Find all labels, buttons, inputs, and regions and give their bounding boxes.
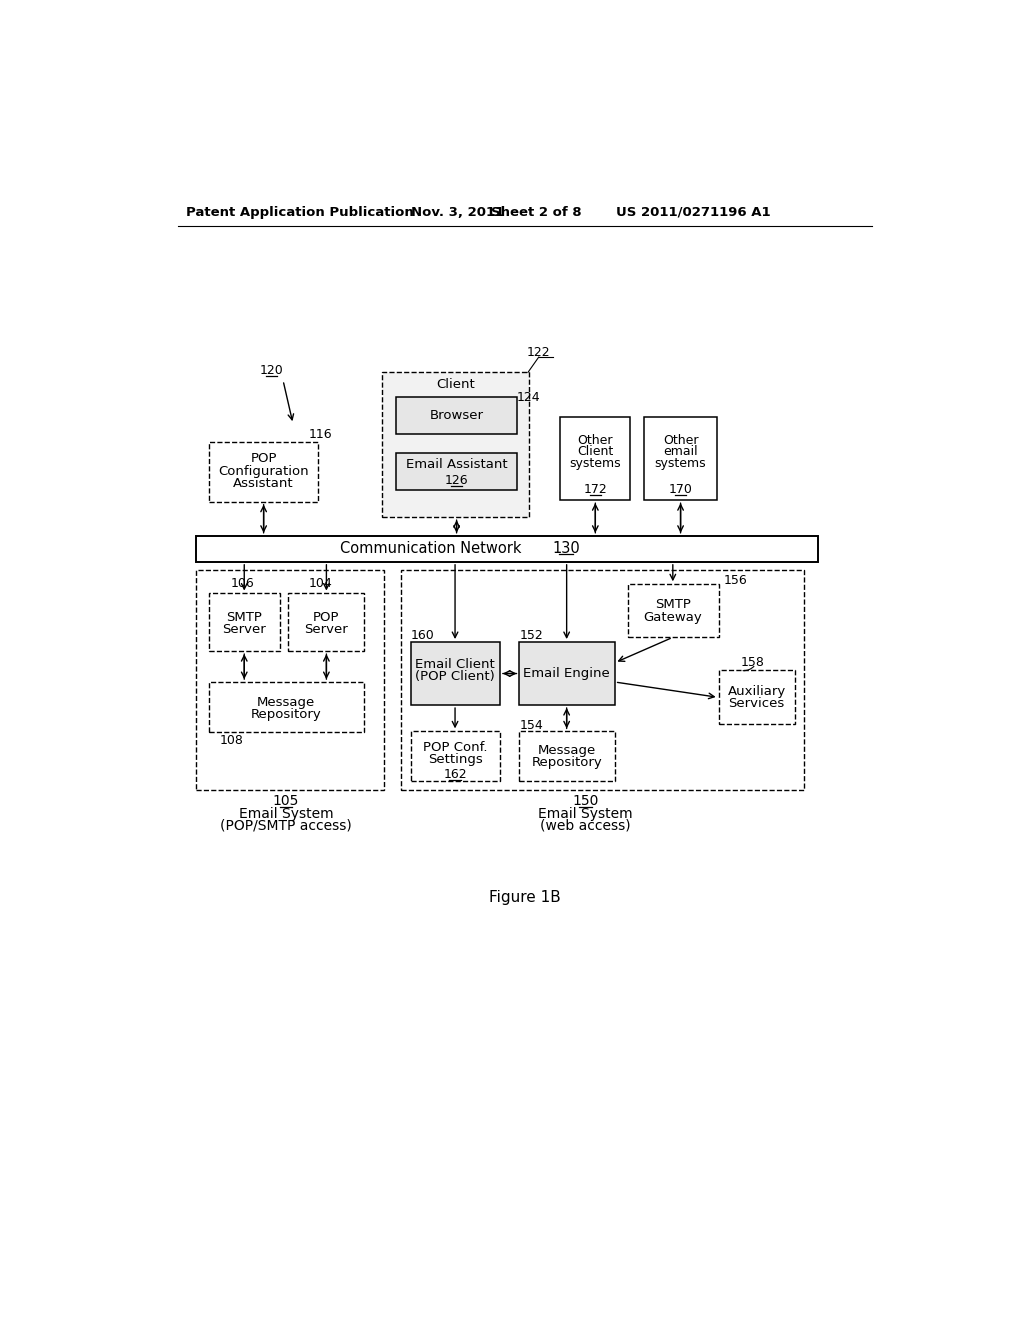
Text: (web access): (web access): [540, 818, 631, 833]
Text: POP: POP: [313, 611, 340, 624]
Text: Browser: Browser: [430, 409, 483, 422]
Bar: [719, 671, 795, 725]
Text: Message: Message: [538, 744, 596, 758]
Text: 108: 108: [219, 734, 244, 747]
Text: Settings: Settings: [428, 754, 482, 767]
Text: Auxiliary: Auxiliary: [727, 685, 785, 698]
Text: 162: 162: [443, 768, 467, 781]
Text: 105: 105: [273, 795, 299, 808]
Bar: [197, 536, 818, 562]
Text: systems: systems: [569, 457, 622, 470]
Bar: [209, 594, 280, 651]
Text: Email Client: Email Client: [415, 657, 495, 671]
Bar: [382, 372, 529, 517]
Text: 120: 120: [259, 363, 284, 376]
Bar: [289, 594, 365, 651]
Text: 116: 116: [308, 428, 332, 441]
Text: 126: 126: [444, 474, 468, 487]
Text: 124: 124: [517, 391, 541, 404]
Text: POP: POP: [251, 453, 276, 465]
Text: SMTP: SMTP: [226, 611, 262, 624]
Bar: [628, 585, 719, 638]
Bar: [411, 731, 500, 780]
Text: email: email: [664, 445, 698, 458]
Text: Server: Server: [222, 623, 266, 636]
Text: 154: 154: [519, 719, 543, 733]
Text: Message: Message: [257, 696, 315, 709]
Text: Sheet 2 of 8: Sheet 2 of 8: [490, 206, 582, 219]
Bar: [560, 417, 630, 500]
Text: 130: 130: [552, 541, 580, 556]
Text: 156: 156: [723, 574, 746, 587]
Bar: [209, 442, 317, 502]
Text: Other: Other: [663, 434, 698, 446]
Text: 104: 104: [308, 577, 332, 590]
Bar: [209, 682, 365, 733]
Text: Patent Application Publication: Patent Application Publication: [186, 206, 414, 219]
Text: Services: Services: [728, 697, 784, 710]
Text: Email System: Email System: [538, 807, 633, 821]
Text: 122: 122: [527, 346, 551, 359]
Text: 106: 106: [230, 577, 255, 590]
Text: 158: 158: [740, 656, 764, 669]
Text: (POP Client): (POP Client): [415, 671, 495, 684]
Text: SMTP: SMTP: [655, 598, 691, 611]
Text: systems: systems: [654, 457, 707, 470]
Text: Gateway: Gateway: [643, 611, 702, 624]
Text: Communication Network: Communication Network: [340, 541, 521, 556]
Text: POP Conf.: POP Conf.: [423, 741, 487, 754]
Text: 160: 160: [411, 630, 434, 643]
Text: Repository: Repository: [251, 708, 322, 721]
Text: Email System: Email System: [239, 807, 334, 821]
Text: Configuration: Configuration: [218, 465, 309, 478]
Text: Other: Other: [578, 434, 613, 446]
Bar: [519, 731, 614, 780]
Text: Assistant: Assistant: [233, 477, 294, 490]
Bar: [400, 570, 804, 789]
Text: 152: 152: [519, 630, 543, 643]
Text: Client: Client: [578, 445, 613, 458]
Text: Client: Client: [436, 378, 475, 391]
Text: Server: Server: [304, 623, 348, 636]
Text: Email Engine: Email Engine: [523, 667, 610, 680]
Bar: [396, 397, 517, 434]
Bar: [396, 453, 517, 490]
Bar: [197, 570, 384, 789]
Bar: [519, 642, 614, 705]
Text: (POP/SMTP access): (POP/SMTP access): [220, 818, 352, 833]
Text: 170: 170: [669, 483, 692, 496]
Text: Email Assistant: Email Assistant: [406, 458, 508, 471]
Text: Nov. 3, 2011: Nov. 3, 2011: [411, 206, 504, 219]
Text: Figure 1B: Figure 1B: [488, 890, 561, 906]
Bar: [411, 642, 500, 705]
Text: US 2011/0271196 A1: US 2011/0271196 A1: [616, 206, 771, 219]
Text: Repository: Repository: [531, 756, 602, 770]
Bar: [644, 417, 717, 500]
Text: 150: 150: [572, 795, 598, 808]
Text: 172: 172: [584, 483, 607, 496]
